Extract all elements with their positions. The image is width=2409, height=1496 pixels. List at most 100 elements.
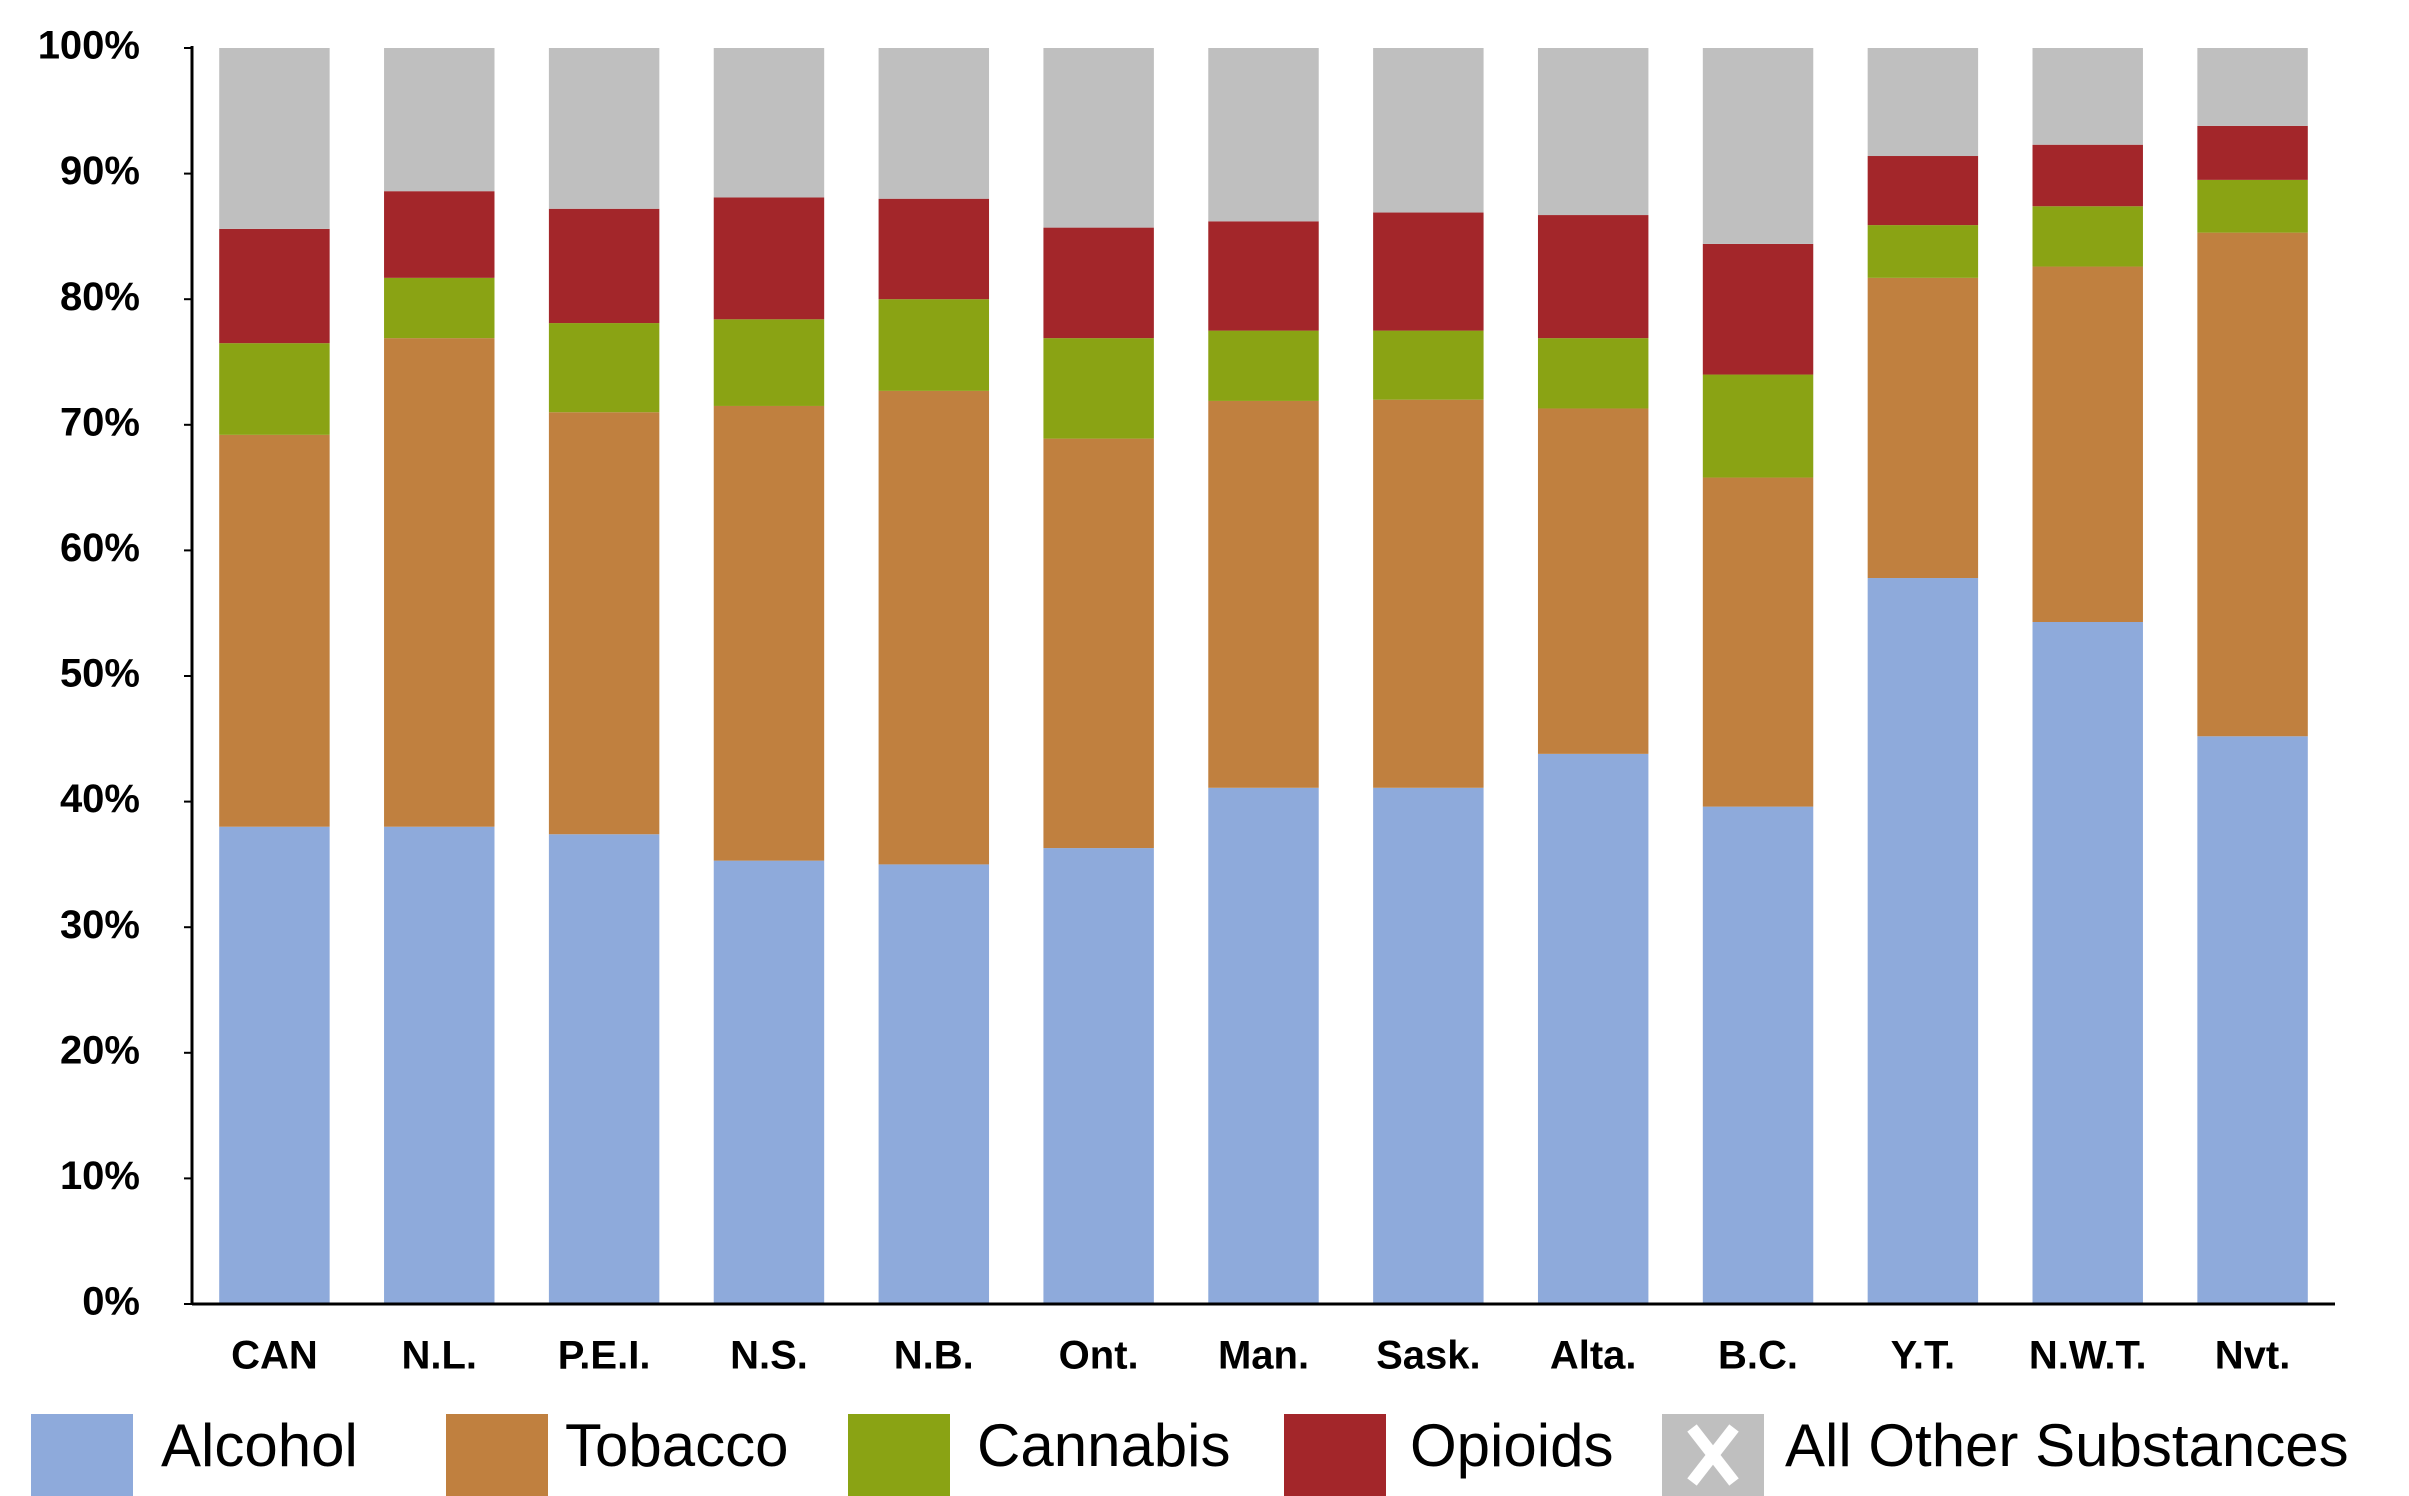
bar-segment [384,826,495,1304]
y-tick-label: 20% [60,1028,140,1072]
bar-segment [1537,753,1649,1304]
x-tick-label: N.W.T. [2029,1334,2147,1378]
x-tick-label: B.C. [1718,1334,1798,1378]
bar-segment [1043,48,1154,228]
y-tick-label: 80% [60,275,140,319]
y-tick-label: 100% [38,24,140,68]
bar-segment [219,343,330,435]
bar-segment [713,48,825,198]
y-tick-label: 10% [60,1154,140,1198]
bar-segment [219,434,330,827]
legend-swatch [848,1414,950,1496]
bar-segment [2032,48,2143,145]
legend-label: All Other Substances [1785,1412,2349,1479]
bar-segment [1537,408,1649,754]
bar-segment [1702,374,1814,478]
bar-segment [1373,787,1484,1304]
bar-segment [713,319,825,406]
bar-segment [878,198,990,300]
bar-segment [2032,206,2143,267]
bar-segment [1043,338,1154,439]
bar-segment [1208,330,1319,401]
x-tick-label: P.E.I. [558,1334,651,1378]
bar-segment [384,277,495,339]
bar-segment [1208,221,1319,331]
bar-segment [384,48,495,192]
x-tick-label: N.S. [730,1334,808,1378]
bar-segment [1373,212,1484,331]
bar-segment [1537,338,1649,409]
bar-segment [219,228,330,344]
x-tick-label: N.L. [401,1334,477,1378]
bar-segment [1043,438,1154,849]
bar-segment [548,834,660,1304]
bar-segment [1867,48,1979,157]
bar-segment [1867,578,1979,1304]
legend-label: Opioids [1410,1412,1613,1479]
bar-segment [548,412,660,835]
bar-segment [548,323,660,413]
bar-segment [1702,806,1814,1304]
x-tick-label: Man. [1218,1334,1309,1378]
bar-segment [1867,156,1979,226]
y-tick-label: 70% [60,400,140,444]
x-tick-label: Ont. [1059,1334,1139,1378]
legend-label: Cannabis [977,1412,1231,1479]
bar-segment [219,48,330,229]
bar-segment [1867,225,1979,278]
bar-segment [548,48,660,209]
bar-segment [713,860,825,1304]
bar-segment [878,48,990,199]
bar-segment [2197,125,2308,180]
bar-segment [2197,232,2308,737]
legend-swatch [446,1414,548,1496]
y-tick-label: 0% [82,1280,140,1324]
bar-segment [2197,179,2308,233]
legend-label: Tobacco [565,1412,788,1479]
bar-segment [878,299,990,391]
bar-segment [548,208,660,324]
bar-segment [1043,227,1154,339]
bar-segment [384,191,495,278]
bar-segment [1043,848,1154,1304]
bar-segment [1702,477,1814,807]
y-tick-label: 30% [60,903,140,947]
legend-icon [1687,1424,1739,1486]
bar-segment [1537,215,1649,339]
bar-segment [2032,144,2143,207]
bar-segment [1537,48,1649,216]
x-tick-label: Sask. [1376,1334,1481,1378]
legend-label: Alcohol [161,1412,358,1479]
y-tick-label: 40% [60,777,140,821]
bar-segment [2197,736,2308,1304]
bar-segment [1867,277,1979,579]
bar-segment [878,390,990,865]
bar-segment [219,826,330,1304]
legend-swatch [1284,1414,1386,1496]
bar-segment [1373,399,1484,788]
bar-segment [1208,400,1319,788]
bar-segment [1702,48,1814,244]
x-tick-label: N.B. [894,1334,974,1378]
bar-segment [713,197,825,320]
x-tick-label: CAN [231,1334,318,1378]
bar-segment [1373,48,1484,213]
bar-segment [2197,48,2308,126]
y-tick-label: 60% [60,526,140,570]
bar-segment [1208,787,1319,1304]
bar-segment [1373,330,1484,400]
legend-swatch [31,1414,133,1496]
x-tick-label: Alta. [1550,1334,1637,1378]
bar-segment [2032,621,2143,1304]
y-tick-label: 50% [60,652,140,696]
bar-segment [878,864,990,1304]
bar-segment [1208,48,1319,222]
x-tick-label: Y.T. [1891,1334,1955,1378]
bar-segment [1702,243,1814,375]
x-tick-label: Nvt. [2215,1334,2291,1378]
bar-segment [2032,266,2143,622]
bar-segment [713,405,825,861]
y-tick-label: 90% [60,149,140,193]
bar-segment [384,338,495,827]
